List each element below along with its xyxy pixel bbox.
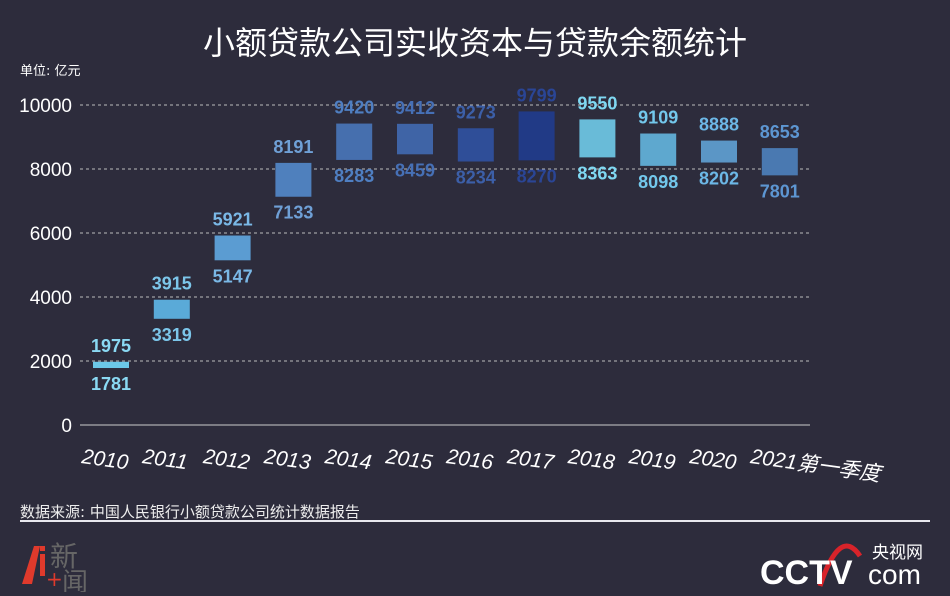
chart: 0 2000 4000 6000 8000 10000 1975 1781 2010 3915 33… <box>19 85 885 487</box>
divider <box>20 520 930 522</box>
data-label-upper: 8653 <box>760 122 800 142</box>
data-label-lower: 1781 <box>91 374 131 394</box>
data-label-lower: 7801 <box>760 181 800 201</box>
data-label-lower: 5147 <box>213 266 253 286</box>
y-tick-label: 4000 <box>30 288 72 309</box>
svg-text:+: + <box>46 567 63 591</box>
data-label-upper: 9550 <box>577 93 617 113</box>
data-label-upper: 8191 <box>273 137 313 157</box>
bar <box>701 140 737 163</box>
data-label-upper: 9799 <box>517 85 557 105</box>
bar <box>518 111 555 161</box>
data-label-lower: 8202 <box>699 169 739 189</box>
data-label-lower: 8270 <box>517 166 557 186</box>
data-label-upper: 9273 <box>456 102 496 122</box>
bar <box>457 128 494 162</box>
x-tick-label: 2016 <box>444 445 495 474</box>
data-label-upper: 5921 <box>213 210 253 230</box>
data-label-upper: 3915 <box>152 274 192 294</box>
x-tick-label: 2010 <box>79 445 130 474</box>
x-tick-label: 2020 <box>687 445 738 474</box>
data-label-upper: 9412 <box>395 98 435 118</box>
chart-title: 小额贷款公司实收资本与贷款余额统计 <box>202 24 747 62</box>
x-tick-label: 2012 <box>201 445 252 474</box>
x-tick-label: 2018 <box>566 445 617 474</box>
x-tick-label: 2019 <box>627 445 678 474</box>
data-label-upper: 1975 <box>91 336 131 356</box>
data-label-lower: 8098 <box>638 172 678 192</box>
data-label-upper: 9420 <box>334 98 374 118</box>
x-tick-label: 2017 <box>505 445 557 475</box>
x-tick-label: 2014 <box>323 445 373 474</box>
svg-text:央视网: 央视网 <box>872 543 923 563</box>
data-label-lower: 8283 <box>334 166 374 186</box>
svg-text:闻: 闻 <box>62 568 88 592</box>
data-label-lower: 8459 <box>395 160 435 180</box>
y-tick-label: 8000 <box>30 160 72 181</box>
bar <box>397 123 433 155</box>
bar <box>761 148 798 176</box>
x-tick-label: 2013 <box>262 445 313 474</box>
y-tick-label: 6000 <box>30 224 72 245</box>
data-label-upper: 9109 <box>638 108 678 128</box>
svg-text:com: com <box>868 559 921 590</box>
x-tick-label: 2011 <box>140 445 189 474</box>
svg-text:新: 新 <box>50 540 78 573</box>
bar <box>640 133 677 166</box>
y-tick-label: 2000 <box>30 352 72 373</box>
bar <box>153 299 190 319</box>
bar <box>336 123 373 160</box>
bar <box>214 235 251 261</box>
data-label-upper: 8888 <box>699 115 739 135</box>
y-tick-label: 10000 <box>19 96 72 117</box>
bar <box>275 162 312 197</box>
source-note: 数据来源: 中国人民银行小额贷款公司统计数据报告 <box>20 503 360 521</box>
data-label-lower: 8234 <box>456 168 496 188</box>
data-label-lower: 8363 <box>577 163 617 183</box>
data-label-lower: 3319 <box>152 325 192 345</box>
x-tick-label: 2015 <box>383 445 434 474</box>
bar <box>93 361 129 369</box>
ai-news-logo: 新 闻 + <box>22 540 88 592</box>
x-tick-label: 2021第一季度 <box>748 445 885 487</box>
data-label-lower: 7133 <box>273 203 313 223</box>
unit-label: 单位: 亿元 <box>20 64 81 79</box>
y-tick-label: 0 <box>61 416 72 437</box>
cctv-logo: CCTV 央视网 com <box>760 543 923 592</box>
bar <box>579 119 616 158</box>
svg-text:CCTV: CCTV <box>760 554 853 592</box>
